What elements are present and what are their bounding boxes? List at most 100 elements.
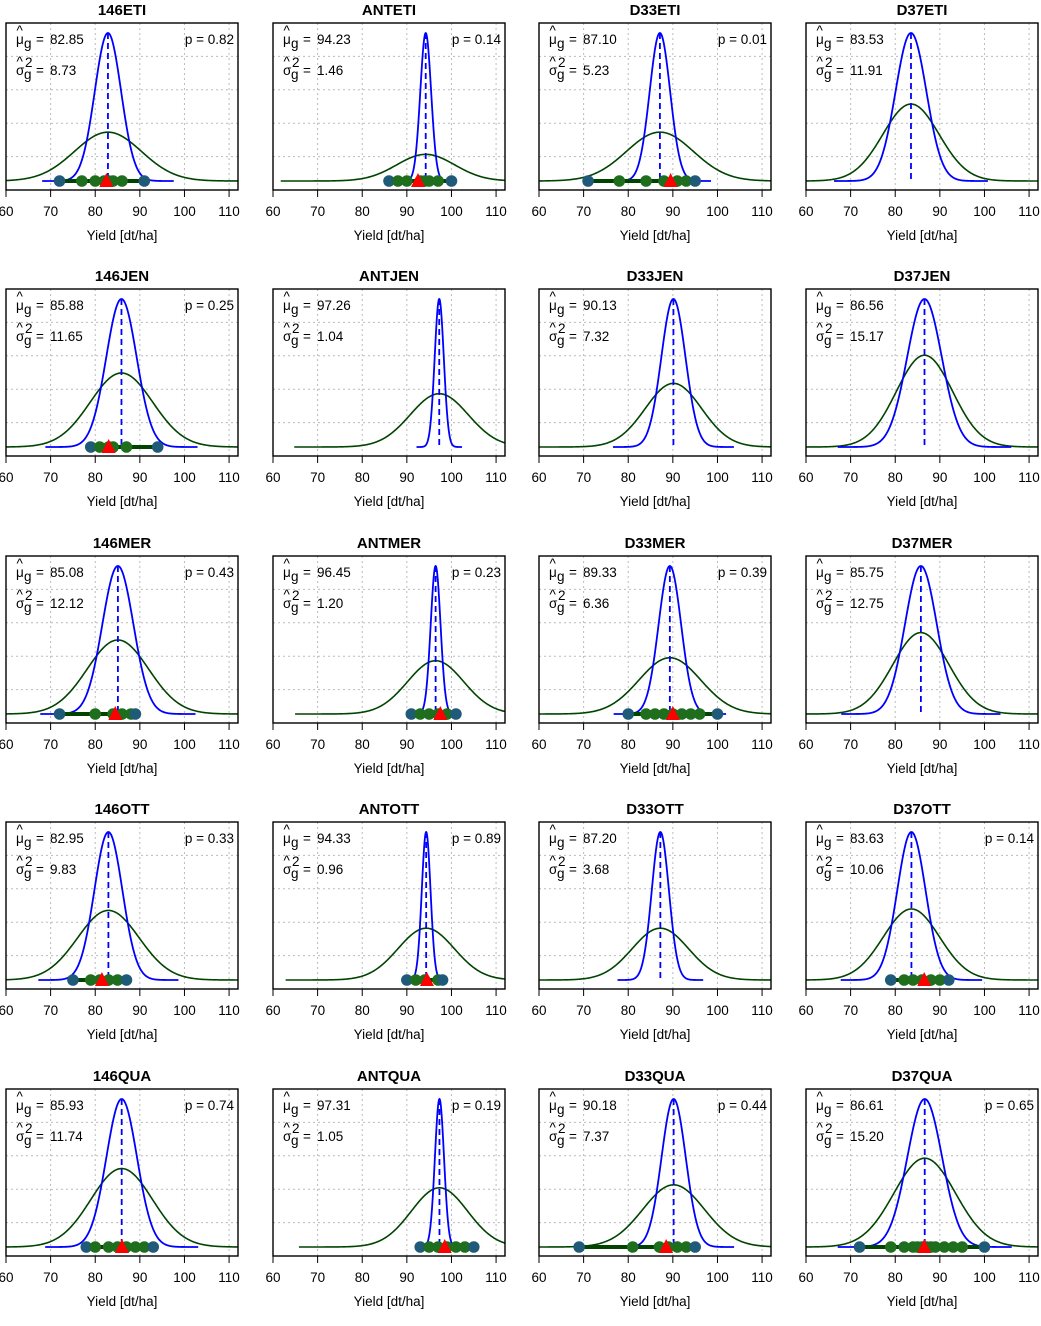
- tick-label: 90: [932, 737, 947, 752]
- sigma-subscript: g: [824, 1133, 832, 1148]
- tick-label: 110: [218, 1270, 240, 1285]
- p-value: p = 0.43: [185, 565, 234, 580]
- mu-symbol: μ: [816, 831, 824, 846]
- x-axis-label: Yield [dt/ha]: [887, 494, 958, 509]
- sigma-superscript: 2: [292, 854, 300, 869]
- observation-point: [436, 974, 449, 986]
- observed-mean-marker: [99, 173, 114, 187]
- tick-label: 70: [843, 470, 858, 485]
- plot-frame: [5, 555, 239, 724]
- sigma-symbol: σ: [283, 63, 292, 78]
- mu-value: 87.10: [583, 32, 617, 47]
- sigma-superscript: 2: [558, 588, 566, 603]
- sigma-symbol: σ: [549, 862, 558, 877]
- observation-point: [80, 1241, 93, 1253]
- sigma-symbol: σ: [816, 596, 825, 611]
- tick-label: 110: [485, 470, 507, 485]
- mu-hat: ^: [550, 1089, 557, 1104]
- sigma-symbol: σ: [816, 862, 825, 877]
- panel-title: D33ETI: [630, 2, 681, 19]
- sigma-symbol: σ: [283, 862, 292, 877]
- mu-equals: =: [569, 32, 577, 47]
- sigma-equals: =: [836, 596, 844, 611]
- sigma-superscript: 2: [825, 588, 833, 603]
- observation-point: [116, 175, 128, 187]
- observation-point: [76, 175, 88, 187]
- tick-label: 60: [531, 204, 546, 219]
- tick-label: 70: [310, 1003, 325, 1018]
- tick-label: 100: [973, 204, 996, 219]
- tick-label: 60: [265, 1270, 280, 1285]
- tick-label: 70: [576, 1270, 591, 1285]
- observation-point: [853, 1241, 866, 1253]
- sigma-superscript: 2: [25, 1121, 33, 1136]
- tick-label: 60: [0, 204, 14, 219]
- tick-label: 90: [399, 1003, 414, 1018]
- plot-frame: [538, 22, 772, 191]
- tick-label: 110: [1018, 1003, 1040, 1018]
- observation-point: [111, 974, 124, 986]
- sigma-hat: ^: [550, 54, 557, 69]
- sigma-equals: =: [836, 63, 844, 78]
- tick-label: 90: [132, 1003, 147, 1018]
- sigma-equals: =: [303, 596, 311, 611]
- tick-label: 90: [932, 1003, 947, 1018]
- panel-title: D33OTT: [626, 801, 684, 818]
- sigma-value: 1.46: [317, 63, 343, 78]
- tick-label: 80: [888, 204, 903, 219]
- tick-label: 70: [310, 1270, 325, 1285]
- mu-equals: =: [303, 298, 311, 313]
- mu-hat: ^: [284, 1089, 291, 1104]
- panel-title: ANTJEN: [359, 268, 419, 285]
- observation-point: [93, 441, 106, 453]
- prior-density-curve: [298, 1186, 506, 1248]
- tick-label: 100: [440, 737, 463, 752]
- tick-label: 110: [1018, 1270, 1040, 1285]
- observation-point: [582, 175, 594, 187]
- x-axis-label: Yield [dt/ha]: [887, 228, 958, 243]
- sigma-symbol: σ: [816, 1129, 825, 1144]
- panel-title: D37QUA: [892, 1068, 953, 1085]
- tick-label: 60: [531, 1003, 546, 1018]
- observed-mean-marker: [115, 1239, 129, 1253]
- sigma-subscript: g: [24, 600, 32, 615]
- observation-point: [409, 974, 422, 986]
- x-axis-label: Yield [dt/ha]: [354, 494, 425, 509]
- mu-subscript: g: [557, 569, 565, 584]
- sigma-subscript: g: [557, 1133, 565, 1148]
- sigma-hat: ^: [17, 54, 24, 69]
- observed-mean-marker: [433, 706, 448, 720]
- tick-label: 70: [576, 737, 591, 752]
- sigma-superscript: 2: [558, 55, 566, 70]
- mu-equals: =: [569, 565, 577, 580]
- mu-hat: ^: [550, 822, 557, 837]
- mu-subscript: g: [824, 835, 832, 850]
- sigma-superscript: 2: [558, 854, 566, 869]
- plot-frame: [538, 555, 772, 724]
- observation-point: [450, 1241, 462, 1253]
- mu-subscript: g: [557, 835, 565, 850]
- tick-label: 110: [485, 1270, 507, 1285]
- tick-label: 60: [798, 1003, 813, 1018]
- observation-point: [898, 1241, 910, 1253]
- tick-label: 60: [265, 204, 280, 219]
- mu-equals: =: [36, 1098, 44, 1113]
- mu-subscript: g: [291, 835, 299, 850]
- mu-value: 86.56: [850, 298, 884, 313]
- sigma-subscript: g: [557, 333, 565, 348]
- panel-title: D33QUA: [625, 1068, 686, 1085]
- sigma-value: 9.83: [50, 862, 76, 877]
- mu-value: 90.18: [583, 1098, 617, 1113]
- observation-point: [120, 974, 133, 986]
- plot-frame: [272, 1088, 506, 1257]
- prior-density-curve: [538, 131, 772, 182]
- sigma-subscript: g: [24, 1133, 32, 1148]
- mu-subscript: g: [824, 569, 832, 584]
- tick-label: 90: [665, 1003, 680, 1018]
